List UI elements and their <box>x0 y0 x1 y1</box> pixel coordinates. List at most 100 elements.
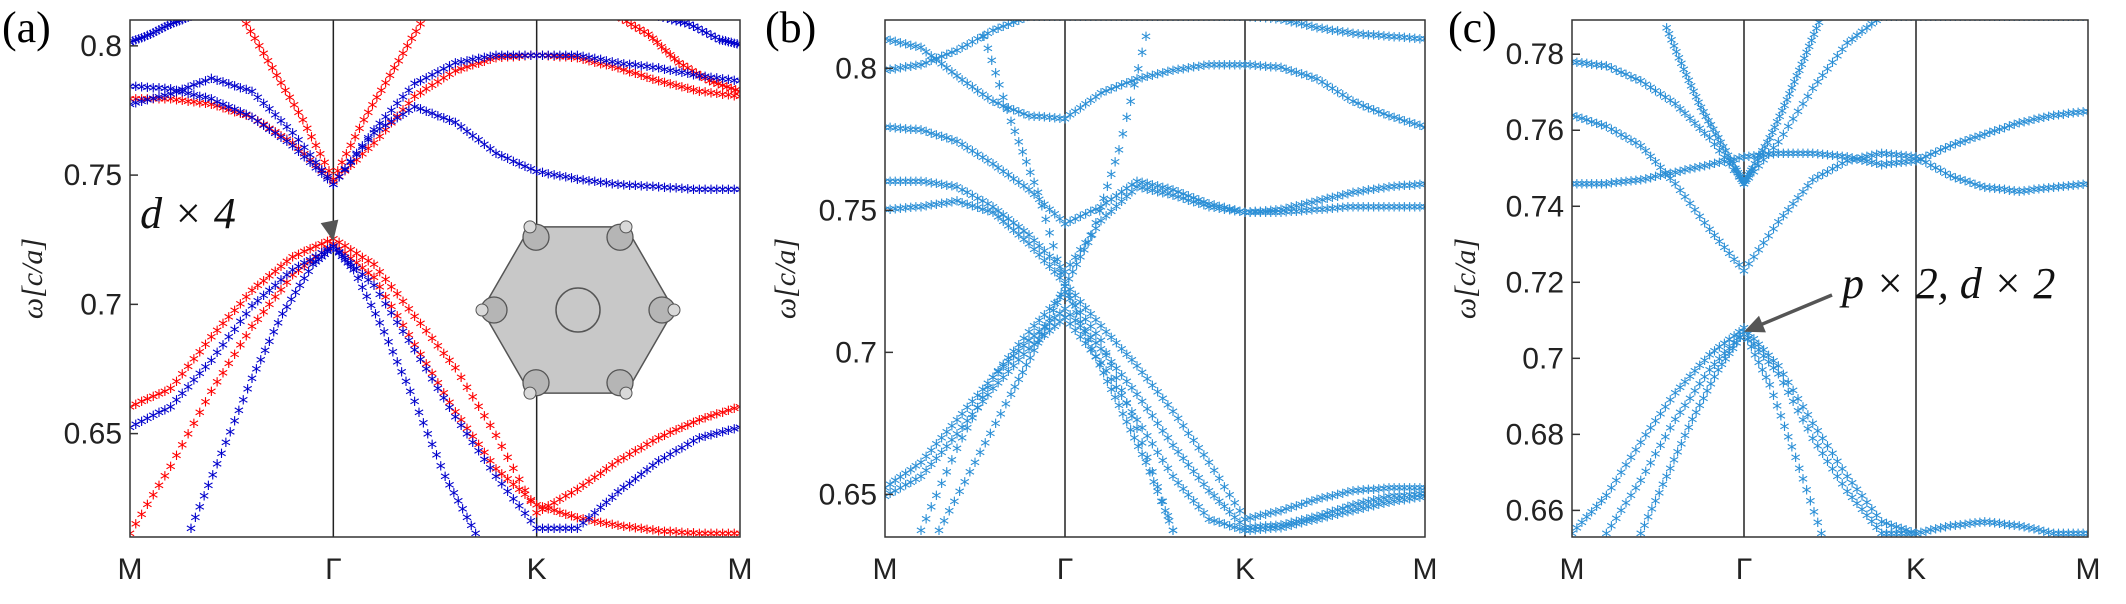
band-point: * <box>636 57 646 81</box>
band-point: * <box>462 52 472 76</box>
band-point: * <box>1882 156 1892 180</box>
band-point: * <box>1415 30 1425 54</box>
band-point: * <box>1158 64 1168 88</box>
band-point: * <box>1194 191 1204 215</box>
band-point: * <box>491 49 501 73</box>
band-point: * <box>1322 505 1332 529</box>
band-point: * <box>1127 379 1137 403</box>
band-point: * <box>1142 68 1152 92</box>
band-point: * <box>1178 190 1188 214</box>
band-point: * <box>323 241 333 265</box>
band-point: * <box>1980 179 1990 203</box>
band-point: * <box>1245 204 1255 228</box>
band-point: * <box>2073 104 2083 128</box>
band-point: * <box>267 60 277 84</box>
band-point: * <box>1002 101 1012 125</box>
band-point: * <box>468 434 478 458</box>
band-point: * <box>520 48 530 72</box>
band-point: * <box>993 208 1003 232</box>
band-point: * <box>1302 513 1312 537</box>
band-point: * <box>1045 301 1055 325</box>
band-point: * <box>1680 397 1690 421</box>
band-point: * <box>1405 480 1415 504</box>
band-point: * <box>572 481 582 505</box>
band-point: * <box>241 107 251 131</box>
band-point: * <box>1770 119 1780 143</box>
band-point: * <box>1081 96 1091 120</box>
band-point: * <box>346 154 356 178</box>
annotation-label: d × 4 <box>140 189 236 238</box>
band-point: * <box>677 64 687 88</box>
band-point: * <box>1694 94 1704 118</box>
band-point: * <box>286 291 296 315</box>
band-point: * <box>137 79 147 103</box>
band-point: * <box>1420 485 1430 509</box>
band-point: * <box>1045 224 1055 248</box>
band-point: * <box>901 200 911 224</box>
band-point: * <box>1034 108 1044 132</box>
band-point: * <box>253 292 263 316</box>
band-point: * <box>1805 492 1815 516</box>
band-point: * <box>1695 357 1705 381</box>
band-point: * <box>1646 420 1656 444</box>
band-point: * <box>1034 312 1044 336</box>
band-point: * <box>1348 184 1358 208</box>
band-point: * <box>1669 452 1679 476</box>
band-point: * <box>253 277 263 301</box>
band-point: * <box>247 83 257 107</box>
band-point: * <box>1141 28 1151 52</box>
band-point: * <box>340 251 350 275</box>
band-point: * <box>1019 346 1029 370</box>
band-point: * <box>379 323 389 347</box>
band-point: * <box>723 422 733 446</box>
band-point: * <box>1132 411 1142 435</box>
band-point: * <box>691 65 701 89</box>
band-point: * <box>1867 154 1877 178</box>
band-point: * <box>357 266 367 290</box>
band-point: * <box>375 286 385 310</box>
band-point: * <box>2083 103 2093 127</box>
band-point: * <box>1214 514 1224 538</box>
band-point: * <box>1343 498 1353 522</box>
band-point: * <box>148 90 158 114</box>
band-point: * <box>680 15 690 39</box>
band-point: * <box>998 163 1008 187</box>
band-point: * <box>1797 56 1807 80</box>
band-point: * <box>1901 154 1911 178</box>
band-point: * <box>1685 161 1695 185</box>
band-point: * <box>1050 109 1060 133</box>
band-point: * <box>497 49 507 73</box>
band-point: * <box>1204 454 1214 478</box>
band-point: * <box>259 272 269 296</box>
band-point: * <box>1857 501 1867 525</box>
band-point: * <box>1034 323 1044 347</box>
band-point: * <box>731 81 741 105</box>
band-point: * <box>885 61 895 85</box>
band-point: * <box>1060 309 1070 333</box>
band-point: * <box>729 72 739 96</box>
band-point: * <box>880 31 890 55</box>
band-point: * <box>1636 525 1646 549</box>
band-point: * <box>445 476 455 500</box>
band-point: * <box>561 47 571 71</box>
band-point: * <box>1754 157 1764 181</box>
band-point: * <box>125 398 135 422</box>
band-point: * <box>1641 143 1651 167</box>
band-point: * <box>1679 61 1689 85</box>
band-point: * <box>1081 311 1091 335</box>
band-point: * <box>1291 14 1301 38</box>
band-point: * <box>328 230 338 254</box>
band-point: * <box>433 375 443 399</box>
band-point: * <box>1255 203 1265 227</box>
band-point: * <box>1723 147 1733 171</box>
band-point: * <box>567 508 577 532</box>
band-point: * <box>1680 373 1690 397</box>
band-point: * <box>926 456 936 480</box>
band-point: * <box>1039 327 1049 351</box>
band-point: * <box>952 440 962 464</box>
band-point: * <box>901 59 911 83</box>
band-point: * <box>683 524 693 548</box>
band-point: * <box>1250 521 1260 545</box>
band-point: * <box>1906 525 1916 549</box>
